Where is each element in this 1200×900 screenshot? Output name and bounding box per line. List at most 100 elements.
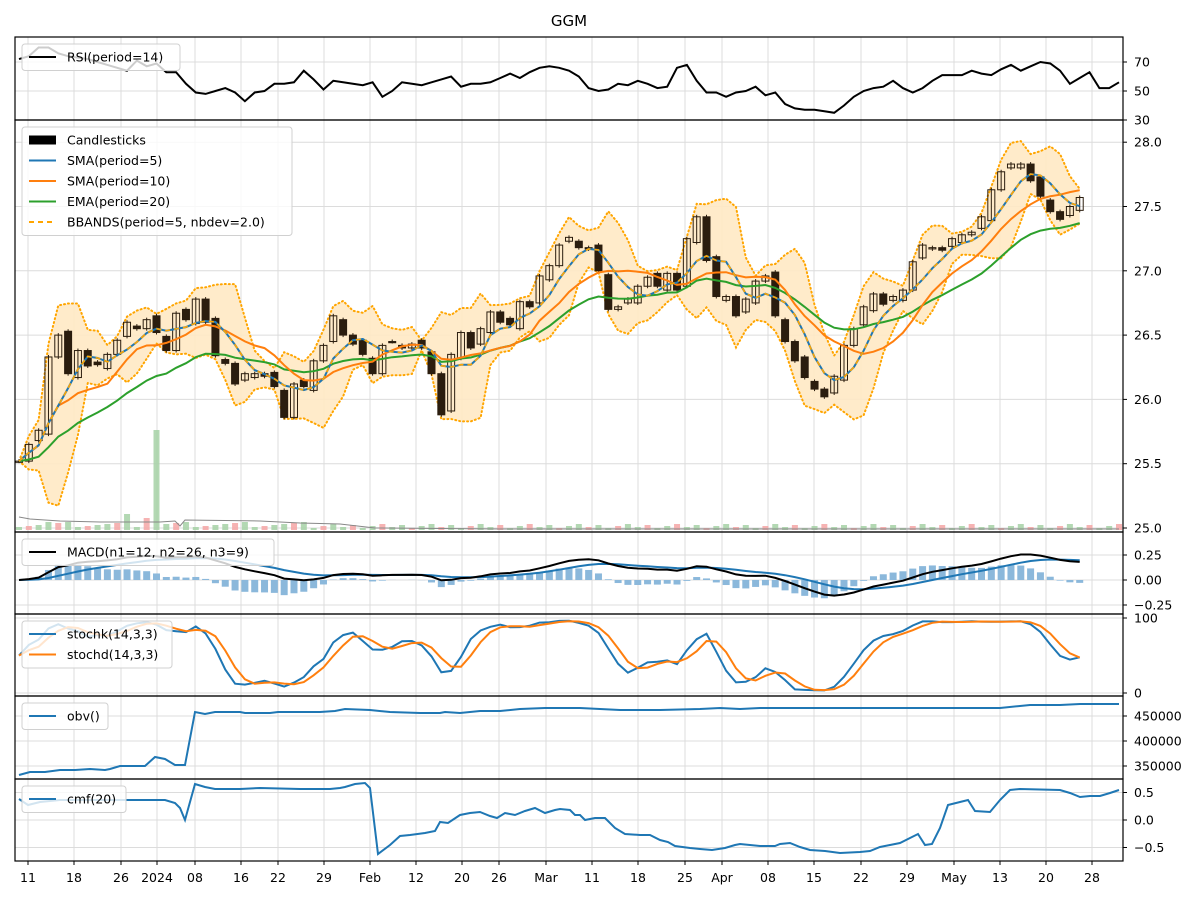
legend-label: MACD(n1=12, n2=26, n3=9) [67,545,249,560]
volume-bar [310,528,317,530]
candlestick [545,265,554,281]
volume-bar [1017,524,1024,530]
macd-histogram-bar [1007,564,1015,580]
candlestick [800,356,809,379]
macd-histogram-bar [270,580,278,593]
macd-histogram-bar [310,580,318,589]
macd-histogram-bar [153,573,160,580]
macd-histogram-bar [94,568,102,580]
x-tick-label: 20 [454,870,470,885]
candlestick [741,298,750,313]
x-tick-label: 13 [992,870,1008,885]
candlestick [722,296,731,301]
volume-bar [919,524,926,530]
macd-histogram-bar [752,580,760,587]
y-tick-label: 0.5 [1134,785,1154,800]
candlestick [702,216,711,262]
macd-histogram-bar [64,565,72,580]
candlestick [997,171,1006,191]
candlestick [290,383,298,418]
macd-histogram-bar [428,580,435,583]
volume-bar [65,522,72,530]
candlestick [93,361,102,366]
sma10-line [18,189,1080,462]
candlestick [240,373,249,381]
chart-title: GGM [550,12,588,30]
candlestick [152,315,161,334]
macd-histogram-bar [506,575,514,580]
macd-histogram-bar [673,580,681,585]
y-tick-label: 28.0 [1134,135,1162,150]
macd-histogram-bar [261,580,269,593]
macd-histogram-bar [624,580,632,585]
macd-histogram-bar [722,580,730,586]
candlestick [211,317,220,357]
volume-bar [45,522,52,530]
macd-histogram-bar [143,571,151,580]
ema20-line [18,222,1080,463]
candlestick [653,272,662,287]
candlestick [928,247,937,250]
macd-legend: MACD(n1=12, n2=26, n3=9) [21,538,275,566]
candlestick [731,296,740,317]
macd-histogram-bar [221,580,229,587]
macd-histogram-bar [1036,572,1044,580]
y-tick-label: 27.5 [1134,199,1162,214]
macd-histogram-bar [968,567,976,580]
macd-histogram-bar [84,566,92,580]
macd-histogram-bar [742,580,750,589]
volume-bar [1106,526,1113,530]
macd-histogram-bar [477,578,485,580]
candlestick [535,275,544,304]
candlestick [486,311,495,334]
volume-bar [595,525,602,530]
macd-histogram-bar [614,580,622,584]
x-tick-label: 11 [584,870,600,885]
x-tick-label: 2024 [141,870,173,885]
macd-histogram-bar [840,580,848,592]
x-tick-label: 29 [899,870,915,885]
candlestick [309,360,318,391]
macd-histogram-bar [978,567,985,580]
macd-histogram-bar [869,576,877,580]
x-tick-label: 26 [491,870,507,885]
volume-bar [1086,525,1093,530]
volume-bar [968,524,975,530]
volume-bar [526,524,533,530]
volume-bar [163,524,170,530]
x-tick-label: Feb [359,870,381,885]
macd-histogram-bar [830,580,838,597]
volume-bar [192,527,199,530]
candlestick [329,315,338,343]
candlestick [987,189,996,222]
macd-histogram-bar [496,575,504,580]
macd-histogram-bar [192,576,200,580]
obv-line [18,703,1119,776]
macd-histogram-bar [290,580,298,594]
candlestick [918,244,927,259]
macd-histogram-bar [644,580,652,585]
legend-label: SMA(period=10) [67,174,170,189]
cmf-legend: cmf(20) [21,785,127,813]
candlestick [1065,206,1074,217]
y-tick-label: 70 [1134,55,1150,70]
y-tick-label: 0.00 [1134,573,1162,588]
y-tick-label: 25.0 [1134,521,1162,536]
candlestick [594,244,603,272]
x-tick-label: 22 [270,870,286,885]
x-tick-label: 28 [1084,870,1100,885]
y-tick-label: 0.25 [1134,548,1162,563]
legends: RSI(period=14) Candlesticks SMA(period=5) S… [21,43,293,813]
macd-histogram-bar [133,570,141,580]
y-tick-label: 0.0 [1134,813,1154,828]
y-tick-label: 450000 [1134,709,1182,724]
x-tick-label: 18 [630,870,646,885]
macd-histogram-bar [103,569,111,580]
x-tick-label: 16 [233,870,249,885]
volume-bar [909,526,916,530]
volume-bar [693,525,700,530]
rsi-legend: RSI(period=14) [21,43,181,71]
macd-histogram-bar [1066,580,1074,583]
candlestick [172,312,181,352]
volume-bar [1037,525,1044,530]
